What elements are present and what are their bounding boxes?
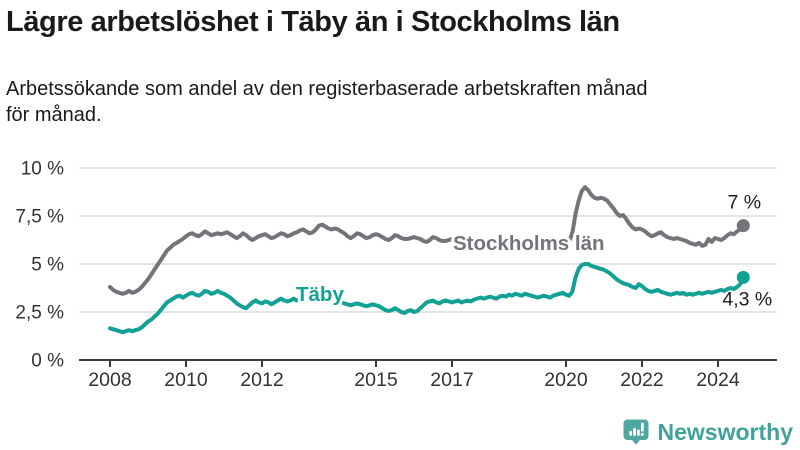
newsworthy-logo: Newsworthy: [622, 418, 793, 447]
y-axis-label: 5 %: [31, 255, 64, 276]
x-axis-label: 2022: [620, 369, 663, 391]
series-line-stockholms-l-n: [108, 185, 746, 296]
x-axis-label: 2008: [88, 369, 131, 391]
x-axis-label: 2012: [240, 369, 283, 391]
end-dot-stockholms-l-n: [736, 219, 750, 233]
series-line-t-by: [108, 262, 746, 335]
x-axis-label: 2020: [544, 369, 588, 391]
chart-subtitle: Arbetssökande som andel av den registerb…: [6, 76, 792, 128]
y-axis-label: 7,5 %: [15, 207, 64, 228]
end-value-label-stockholms-l-n: 7 %: [727, 192, 761, 214]
end-value-label-t-by: 4,3 %: [722, 288, 772, 310]
x-axis-label: 2024: [696, 369, 740, 391]
y-axis-label: 2,5 %: [15, 303, 64, 324]
newsworthy-brand-name: Newsworthy: [657, 419, 793, 445]
series-label-stockholms-l-n: Stockholms län: [453, 232, 605, 255]
subtitle-line-2: för månad.: [6, 104, 102, 126]
series-label-t-by: Täby: [296, 283, 344, 306]
subtitle-line-1: Arbetssökande som andel av den registerb…: [6, 78, 648, 100]
x-axis-label: 2015: [354, 369, 398, 391]
y-axis-label: 0 %: [31, 351, 64, 372]
bar-chart-speech-bubble-icon: [623, 419, 649, 445]
x-axis-label: 2010: [164, 369, 208, 391]
y-axis-label: 10 %: [21, 159, 64, 180]
x-axis-label: 2017: [430, 369, 473, 391]
end-dot-t-by: [736, 270, 750, 284]
page-title: Lägre arbetslöshet i Täby än i Stockholm…: [6, 6, 620, 38]
